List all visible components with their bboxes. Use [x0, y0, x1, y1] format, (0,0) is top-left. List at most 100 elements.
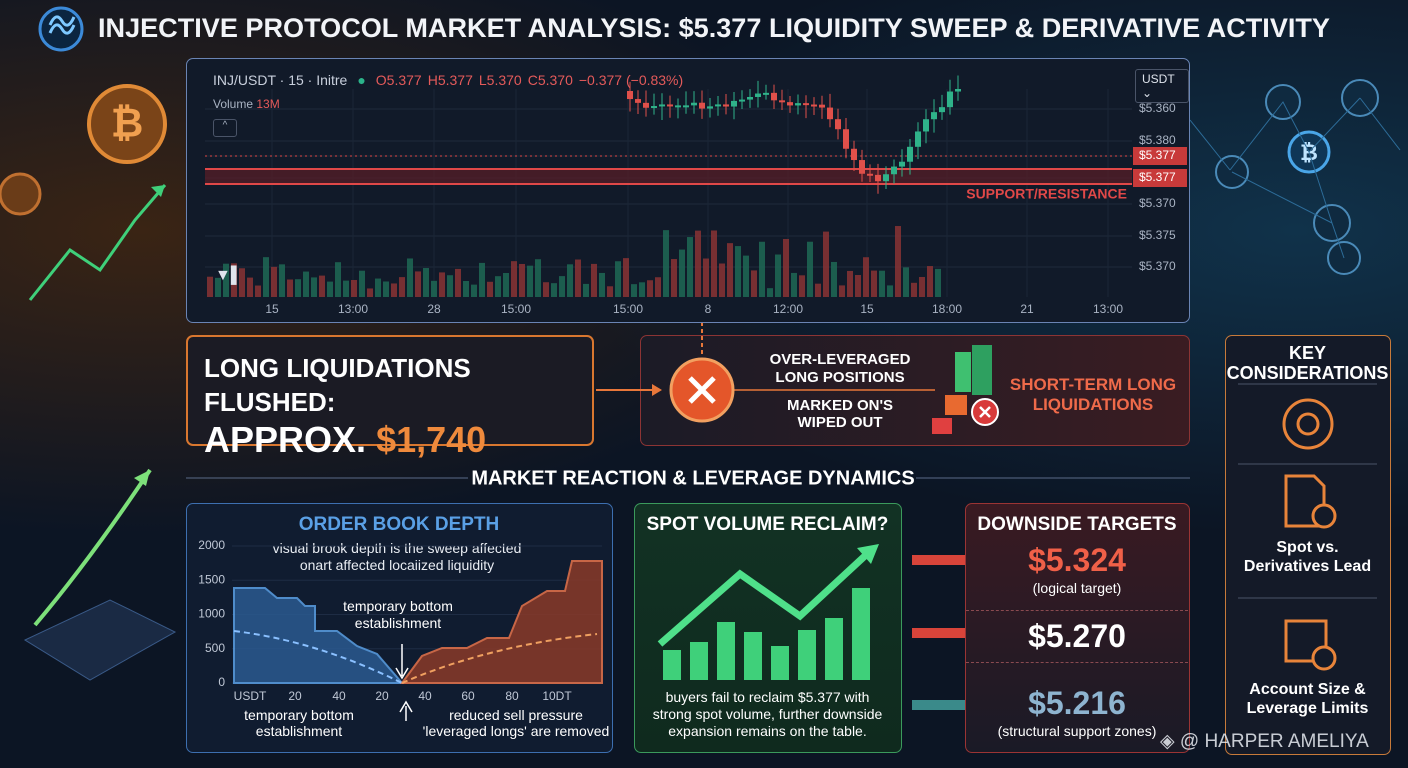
x-tick-label: 40 [332, 689, 346, 703]
candle-body [667, 104, 673, 107]
candle-body [787, 102, 793, 106]
x-mark [979, 406, 991, 418]
y-tick-label: 2000 [198, 538, 225, 552]
volume-value: 13M [256, 97, 280, 111]
volume-bar [863, 257, 869, 297]
volume-bar [919, 276, 925, 297]
candle-body [691, 102, 697, 106]
ohlc-value: C5.370 [527, 72, 573, 88]
x-tick-label: 20 [288, 689, 302, 703]
volume-bar [775, 254, 781, 297]
ohlc-value: O5.377 [375, 72, 422, 88]
trend-arrow [28, 184, 167, 301]
volume-bar [239, 268, 245, 297]
amount: $1,740 [376, 419, 487, 460]
price-chart-panel: $5.360 $5.380 $5.377 $5.377 $5.370 $5.375 $5.3… [186, 58, 1190, 323]
volume-bar [231, 263, 237, 297]
volume-bar [303, 271, 309, 297]
time-label: 21 [1020, 302, 1034, 316]
volume-bar [471, 284, 477, 297]
candle-body [779, 100, 785, 103]
icon-bar [972, 345, 992, 395]
volume-bar [735, 246, 741, 297]
spot-bar [663, 650, 681, 680]
volume-bar [543, 282, 549, 297]
price-chart: $5.360$5.380$5.377$5.377$5.370$5.375$5.3… [205, 75, 1187, 316]
volume-bar [839, 285, 845, 297]
volume-bar [855, 275, 861, 297]
divider [966, 662, 1188, 663]
volume-bar [447, 275, 453, 297]
volume-bar [343, 280, 349, 297]
candle-body [731, 100, 737, 107]
volume-bar [711, 230, 717, 297]
volume-bar [615, 261, 621, 297]
candle-body [739, 99, 745, 102]
volume-bar [583, 283, 589, 297]
symbol: INJ/USDT · 15 · Initre [213, 72, 348, 88]
volume-bar [295, 279, 301, 297]
volume-bar [887, 285, 893, 297]
volume-bar [279, 264, 285, 297]
spot-bar [771, 646, 789, 680]
coin-icon [0, 172, 42, 216]
collapse-button[interactable]: ^ [213, 119, 237, 137]
time-label: 13:00 [338, 302, 368, 316]
x-tick-label: 60 [461, 689, 475, 703]
candle-body [939, 107, 945, 113]
price-label: $5.380 [1139, 133, 1176, 147]
target-price: $5.324 [1028, 542, 1126, 578]
candle-body [923, 119, 929, 132]
candle-body [803, 103, 809, 106]
volume-bar [815, 283, 821, 297]
chart-icon [1284, 619, 1328, 663]
x-tick-label: 20 [375, 689, 389, 703]
ohlc-value: −0.377 (−0.83%) [578, 72, 684, 88]
volume-bar [743, 255, 749, 297]
arrow-head [134, 470, 150, 486]
spot-bar [744, 632, 762, 680]
target-price: $5.270 [1028, 618, 1126, 654]
volume-bar [767, 288, 773, 297]
candle-body [635, 99, 641, 103]
candle-body [907, 146, 913, 162]
volume-bar [423, 268, 429, 297]
prefix: APPROX. [204, 419, 367, 460]
ask-area [400, 560, 603, 684]
price-label: $5.377 [1139, 148, 1176, 162]
volume-bar [359, 270, 365, 297]
currency-select[interactable]: USDT ⌄ [1135, 69, 1189, 103]
volume-bar [271, 266, 277, 297]
spot-title: SPOT VOLUME RECLAIM? [646, 514, 889, 535]
candle-body [755, 93, 761, 97]
price-tag [1133, 147, 1187, 165]
candle-body [811, 104, 817, 107]
volume-bar [351, 279, 357, 297]
candle-body [723, 104, 729, 107]
x-tick-label: 40 [418, 689, 432, 703]
volume-bar [647, 280, 653, 297]
candle-body [835, 119, 841, 130]
price-tag [1133, 169, 1187, 187]
price-label: $5.377 [1139, 170, 1176, 184]
volume-bar [335, 262, 341, 297]
symbol-row: INJ/USDT · 15 · Initre ● O5.377 H5.377 L5.… [213, 72, 683, 88]
ohlc-value: H5.377 [427, 72, 473, 88]
volume-bar [319, 275, 325, 297]
coin-icon [87, 84, 167, 164]
icon-bar [945, 395, 967, 415]
liquidation-box: LONG LIQUIDATIONS FLUSHED: APPROX. $1,74… [186, 335, 594, 460]
volume-bar [871, 270, 877, 297]
volume-bar [207, 276, 213, 297]
volume-bar [639, 282, 645, 297]
arrow-head [857, 544, 879, 564]
liquidation-heading: LONG LIQUIDATIONS FLUSHED: [204, 353, 471, 417]
volume-bar [567, 264, 573, 297]
volume-bar [927, 266, 933, 297]
volume-bar [263, 257, 269, 297]
currency: USDT [1142, 72, 1175, 86]
volume-bar [687, 237, 693, 297]
time-label: 13:00 [1093, 302, 1123, 316]
arrow-head [151, 185, 165, 197]
